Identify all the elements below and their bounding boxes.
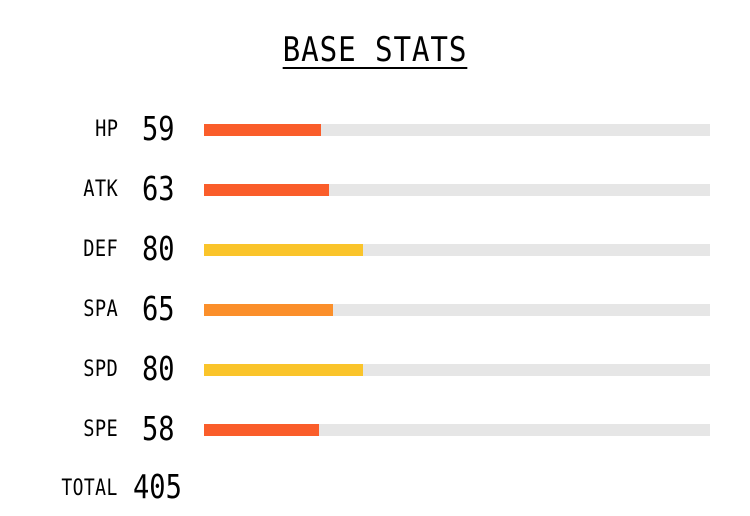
page-title: BASE STATS [282,30,468,70]
stat-bar-track [204,424,710,436]
stat-bar-track [204,304,710,316]
total-value: 405 [133,467,182,506]
stat-label: ATK [82,177,118,202]
total-label: TOTAL [61,476,118,501]
stat-label: HP [94,117,118,142]
stat-label: SPA [82,297,118,322]
stat-bar-fill [204,124,321,136]
stat-bar-track [204,364,710,376]
stat-bar-fill [204,364,363,376]
stat-value: 65 [142,289,175,328]
stat-row-spa: SPA 65 [0,290,750,330]
stat-bar-fill [204,304,334,316]
stat-bar-track [204,244,710,256]
stat-value: 80 [142,349,175,388]
stat-value: 59 [142,109,175,148]
stat-value: 80 [142,229,175,268]
stat-row-atk: ATK 63 [0,170,750,210]
stat-value: 63 [142,169,175,208]
stat-row-def: DEF 80 [0,230,750,270]
stat-bar-track [204,124,710,136]
stat-row-spd: SPD 80 [0,350,750,390]
stat-row-hp: HP 59 [0,110,750,150]
stat-total-row: TOTAL 405 [0,468,750,508]
stat-row-spe: SPE 58 [0,410,750,450]
stat-value: 58 [142,409,175,448]
stat-bar-fill [204,424,319,436]
stat-bar-track [204,184,710,196]
stat-bar-fill [204,184,329,196]
stat-label: DEF [82,237,118,262]
stat-bar-fill [204,244,363,256]
stat-label: SPD [82,357,118,382]
stat-label: SPE [82,417,118,442]
